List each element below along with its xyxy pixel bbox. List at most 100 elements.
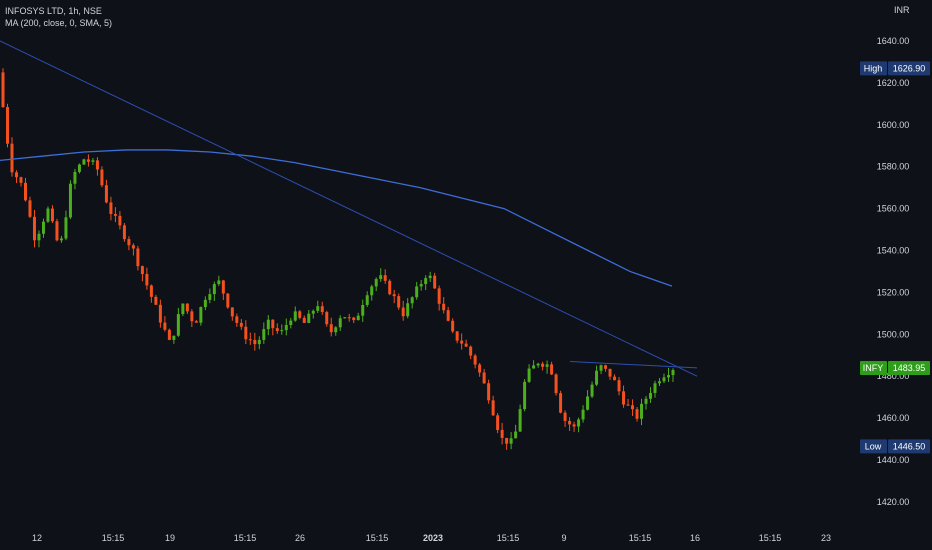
candle-body (415, 286, 419, 298)
ma-200-line[interactable] (0, 149, 673, 287)
candle-body (577, 419, 581, 427)
candle-body (433, 275, 437, 289)
trend-line[interactable] (0, 40, 698, 377)
candle-body (167, 329, 171, 340)
candle-body (388, 280, 392, 295)
candle-body (289, 320, 293, 326)
last-price-tag-label: INFY (863, 363, 884, 373)
x-tick-label: 15:15 (629, 533, 652, 543)
price-tags: High 1626.90 INFY 1483.95 Low 1446.50 (860, 61, 930, 454)
candle-body (95, 160, 99, 170)
candle-body (401, 307, 405, 317)
candle-body (527, 368, 531, 382)
candle-body (113, 214, 117, 216)
candle-body (190, 311, 194, 322)
ma-indicator-label[interactable]: MA (200, close, 0, SMA, 5) (5, 18, 113, 28)
candle-body (635, 409, 639, 419)
horizontal-trend-line[interactable] (569, 361, 698, 369)
candle-body (370, 286, 374, 296)
candle-body (235, 316, 239, 323)
candle-body (19, 177, 23, 183)
y-tick-label: 1620.00 (877, 78, 910, 88)
candle-body (649, 392, 653, 399)
candle-body (280, 330, 284, 332)
candle-body (248, 339, 252, 341)
low-price-tag-label-box (860, 439, 887, 454)
candle-body (226, 293, 230, 308)
y-tick-label: 1440.00 (877, 455, 910, 465)
candle-body (41, 221, 45, 234)
candle-body (329, 324, 333, 333)
candle-body (86, 159, 90, 162)
candle-body (10, 143, 14, 173)
high-price-tag-value: 1626.90 (893, 63, 926, 73)
overlay-lines (0, 40, 698, 377)
candle-body (599, 365, 603, 371)
candle-body (514, 431, 518, 439)
x-tick-label: 15:15 (234, 533, 257, 543)
low-price-tag-value-box (888, 439, 930, 454)
candle-body (212, 284, 216, 295)
candle-body (586, 396, 590, 410)
candle-body (46, 208, 50, 222)
candle-body (284, 325, 288, 331)
candle-body (392, 294, 396, 297)
candle-body (460, 340, 464, 344)
x-tick-label: 2023 (423, 533, 443, 543)
y-tick-label: 1420.00 (877, 497, 910, 507)
y-tick-label: 1580.00 (877, 162, 910, 172)
candle-body (347, 317, 351, 319)
candle-body (469, 346, 473, 356)
price-axis[interactable]: 1420.00 1440.00 1460.00 1480.00 1500.00 1520.… (877, 36, 910, 507)
candle-body (491, 400, 495, 416)
candle-body (559, 393, 563, 413)
candle-body (446, 310, 450, 321)
time-axis[interactable]: 12 15:15 19 15:15 26 15:15 2023 15:15 9 15:15 16 15… (32, 533, 831, 543)
candle-body (122, 225, 126, 240)
candle-body (109, 202, 113, 215)
candle-body (176, 314, 180, 336)
candle-body (338, 318, 342, 328)
candle-body (73, 171, 77, 184)
symbol-title[interactable]: INFOSYS LTD, 1h, NSE (5, 6, 102, 16)
candle-body (644, 398, 648, 404)
candle-body (478, 364, 482, 373)
candle-body (541, 363, 545, 367)
candle-body (383, 275, 387, 281)
candle-body (131, 245, 135, 249)
candle-body (410, 297, 414, 304)
y-tick-label: 1520.00 (877, 287, 910, 297)
candle-body (59, 238, 63, 241)
candle-body (455, 331, 459, 341)
candle-body (653, 383, 657, 393)
high-price-tag-label: High (864, 63, 883, 73)
candle-body (230, 307, 234, 317)
candle-body (298, 311, 302, 318)
y-tick-label: 1600.00 (877, 120, 910, 130)
y-tick-label: 1500.00 (877, 329, 910, 339)
currency-label: INR (894, 5, 910, 15)
candle-body (307, 313, 311, 323)
candle-body (82, 159, 86, 165)
candle-body (496, 415, 500, 430)
candle-body (257, 339, 261, 345)
x-tick-label: 19 (165, 533, 175, 543)
candle-body (293, 311, 297, 321)
candle-body (311, 310, 315, 314)
x-tick-label: 15:15 (366, 533, 389, 543)
candle-body (662, 377, 666, 382)
candle-body (118, 215, 122, 226)
candles-layer (1, 68, 675, 450)
candle-body (100, 169, 104, 186)
candle-body (316, 306, 320, 311)
y-tick-label: 1540.00 (877, 245, 910, 255)
candle-body (217, 280, 221, 285)
candle-body (536, 363, 540, 366)
candle-body (203, 299, 207, 308)
candle-body (379, 275, 383, 280)
candle-body (104, 185, 108, 203)
candle-body (500, 429, 504, 438)
low-price-tag-value: 1446.50 (893, 441, 926, 451)
